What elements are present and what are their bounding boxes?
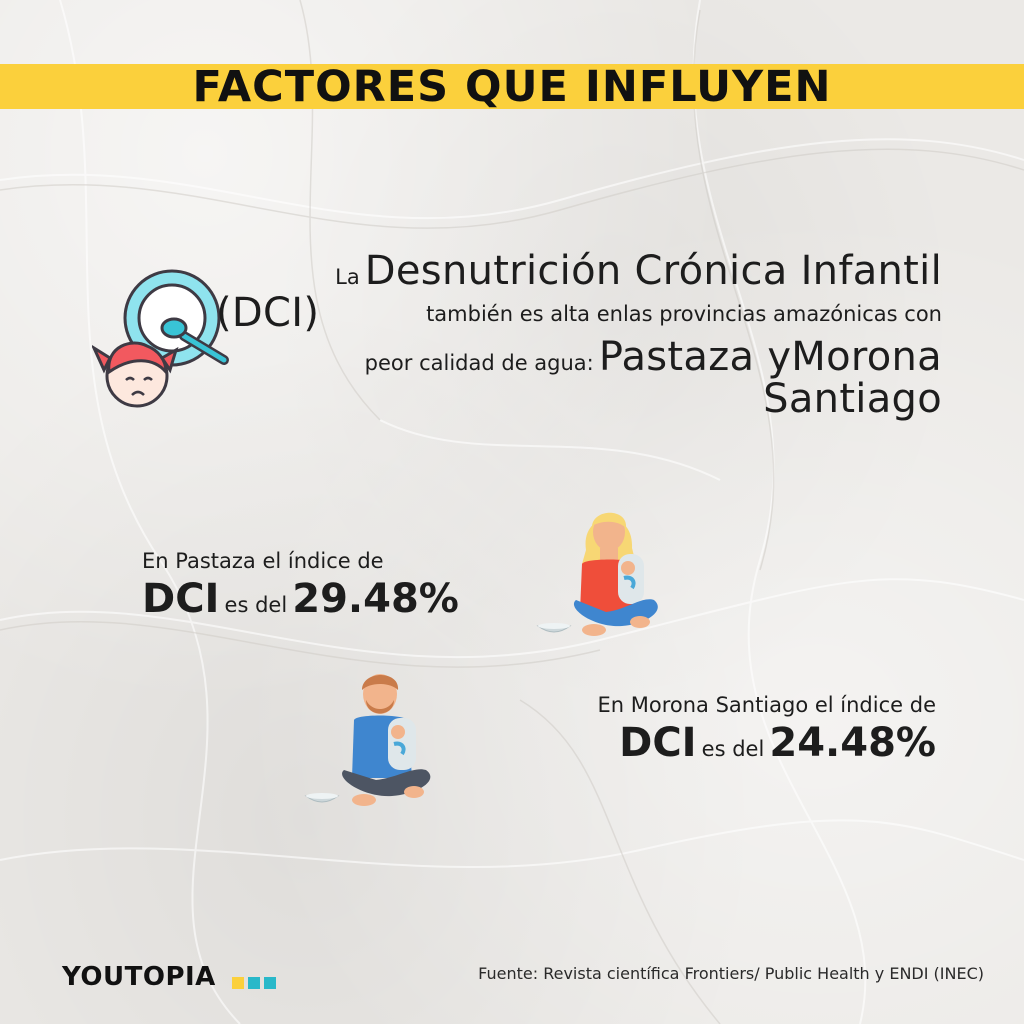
title-highlight-band: [0, 64, 1024, 109]
stat-value: 29.48%: [292, 576, 459, 622]
dci-abbreviation: (DCI): [216, 290, 320, 336]
source-citation: Fuente: Revista científica Frontiers/ Pu…: [478, 964, 984, 983]
page-title: FACTORES QUE INFLUYEN: [192, 62, 832, 112]
brand-dot: [248, 977, 260, 989]
stat-pastaza: En Pastaza el índice de DCI es del 29.48…: [142, 546, 459, 630]
statement-text-1: también es alta enlas provincias amazóni…: [426, 302, 942, 326]
stat-morona-santiago: En Morona Santiago el índice de DCI es d…: [597, 690, 936, 774]
brand-logo: YOUTOPIA: [62, 962, 216, 992]
main-statement: La Desnutrición Crónica Infantil (DCI) t…: [216, 248, 942, 422]
stat-caption: En Morona Santiago el índice de: [597, 693, 936, 717]
woman-begging-icon: [536, 512, 658, 636]
child-plate-icon: [92, 269, 229, 408]
statement-text-2: peor calidad de agua:: [364, 351, 594, 375]
dci-full-name: Desnutrición Crónica Infantil: [364, 248, 942, 294]
intro-article: La: [335, 265, 360, 289]
brand-dots: [232, 977, 276, 989]
brand-dot: [264, 977, 276, 989]
stat-label: DCI: [142, 576, 220, 622]
stat-value: 24.48%: [769, 720, 936, 766]
stat-connector: es del: [224, 593, 288, 617]
brand-dot: [232, 977, 244, 989]
man-begging-icon: [304, 674, 431, 806]
provinces-line-2: Santiago: [763, 376, 942, 422]
stat-caption: En Pastaza el índice de: [142, 549, 384, 573]
stat-connector: es del: [701, 737, 765, 761]
provinces-line-1: Pastaza yMorona: [598, 334, 942, 380]
stat-label: DCI: [619, 720, 697, 766]
